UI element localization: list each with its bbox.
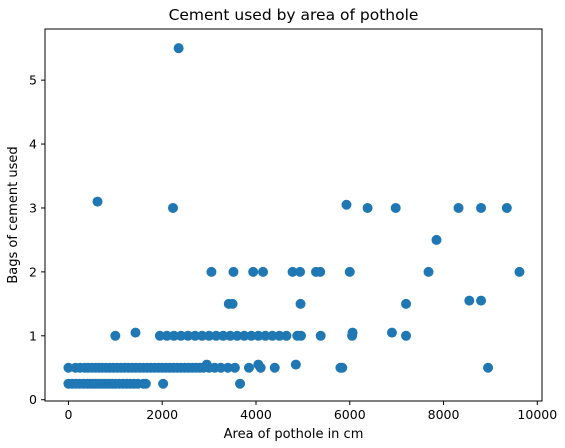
data-point [225,330,236,341]
data-point [248,266,259,277]
data-point [222,362,233,373]
data-point [315,266,326,277]
data-point [362,202,373,213]
data-point [175,330,186,341]
data-point [483,362,494,373]
data-point [161,330,172,341]
data-point [173,43,184,54]
data-point [514,266,525,277]
data-point [501,202,512,213]
x-tick-label: 4000 [240,407,272,422]
data-point [110,330,121,341]
x-axis-label: Area of pothole in cm [224,427,364,442]
y-tick-label: 0 [29,392,37,407]
plot-frame [44,28,543,402]
data-point [197,330,208,341]
data-point [253,330,264,341]
data-point [431,234,442,245]
x-tick-label: 2000 [146,407,178,422]
data-point [423,266,434,277]
data-point [260,330,271,341]
y-tick-label: 3 [29,200,37,215]
data-point [290,359,301,370]
data-point [183,330,193,341]
data-point [296,330,306,341]
data-point [253,359,264,370]
data-point [130,327,141,338]
data-point [337,362,348,373]
data-point [168,202,178,213]
data-point [315,330,326,341]
y-axis-ticks: 0 1 2 3 4 5 [29,73,45,407]
data-point [235,378,246,389]
data-point [63,362,74,373]
data-point [239,330,250,341]
data-point [258,266,269,277]
data-point [211,330,222,341]
y-tick-label: 1 [29,328,37,343]
data-point [229,362,240,373]
y-tick-label: 4 [29,137,37,152]
x-tick-label: 6000 [334,407,366,422]
data-point [140,378,151,389]
data-point [295,266,306,277]
x-tick-label: 0 [64,407,72,422]
chart-title: Cement used by area of pothole [169,6,419,24]
data-point [201,359,212,370]
data-point [154,330,165,341]
y-tick-label: 2 [29,264,37,279]
y-axis-label: Bags of cement used [6,146,21,283]
data-point [390,202,401,213]
data-point [269,362,280,373]
data-point [92,196,103,207]
data-point [464,295,475,306]
data-point [347,327,358,338]
plot-area [63,43,525,389]
data-point [453,202,464,213]
data-point [267,330,278,341]
x-tick-label: 10000 [517,407,557,422]
x-axis-ticks: 0 2000 4000 6000 8000 10000 [64,401,557,422]
data-point [158,378,169,389]
data-point [401,330,412,341]
data-point [168,330,179,341]
data-point [228,266,239,277]
data-point [476,202,487,213]
data-point [341,199,352,210]
data-point [206,266,217,277]
y-tick-label: 5 [29,73,37,88]
data-point [215,362,226,373]
data-point [295,298,306,309]
data-point [401,298,412,309]
data-point [386,327,397,338]
data-point [204,330,215,341]
data-point [227,298,238,309]
data-point [190,330,201,341]
data-point [344,266,355,277]
data-point [232,330,243,341]
data-point [218,330,229,341]
data-point [246,330,257,341]
data-point [243,362,254,373]
x-tick-label: 8000 [428,407,460,422]
data-point [281,330,292,341]
data-point [287,266,298,277]
data-point [476,295,487,306]
data-point [274,330,285,341]
